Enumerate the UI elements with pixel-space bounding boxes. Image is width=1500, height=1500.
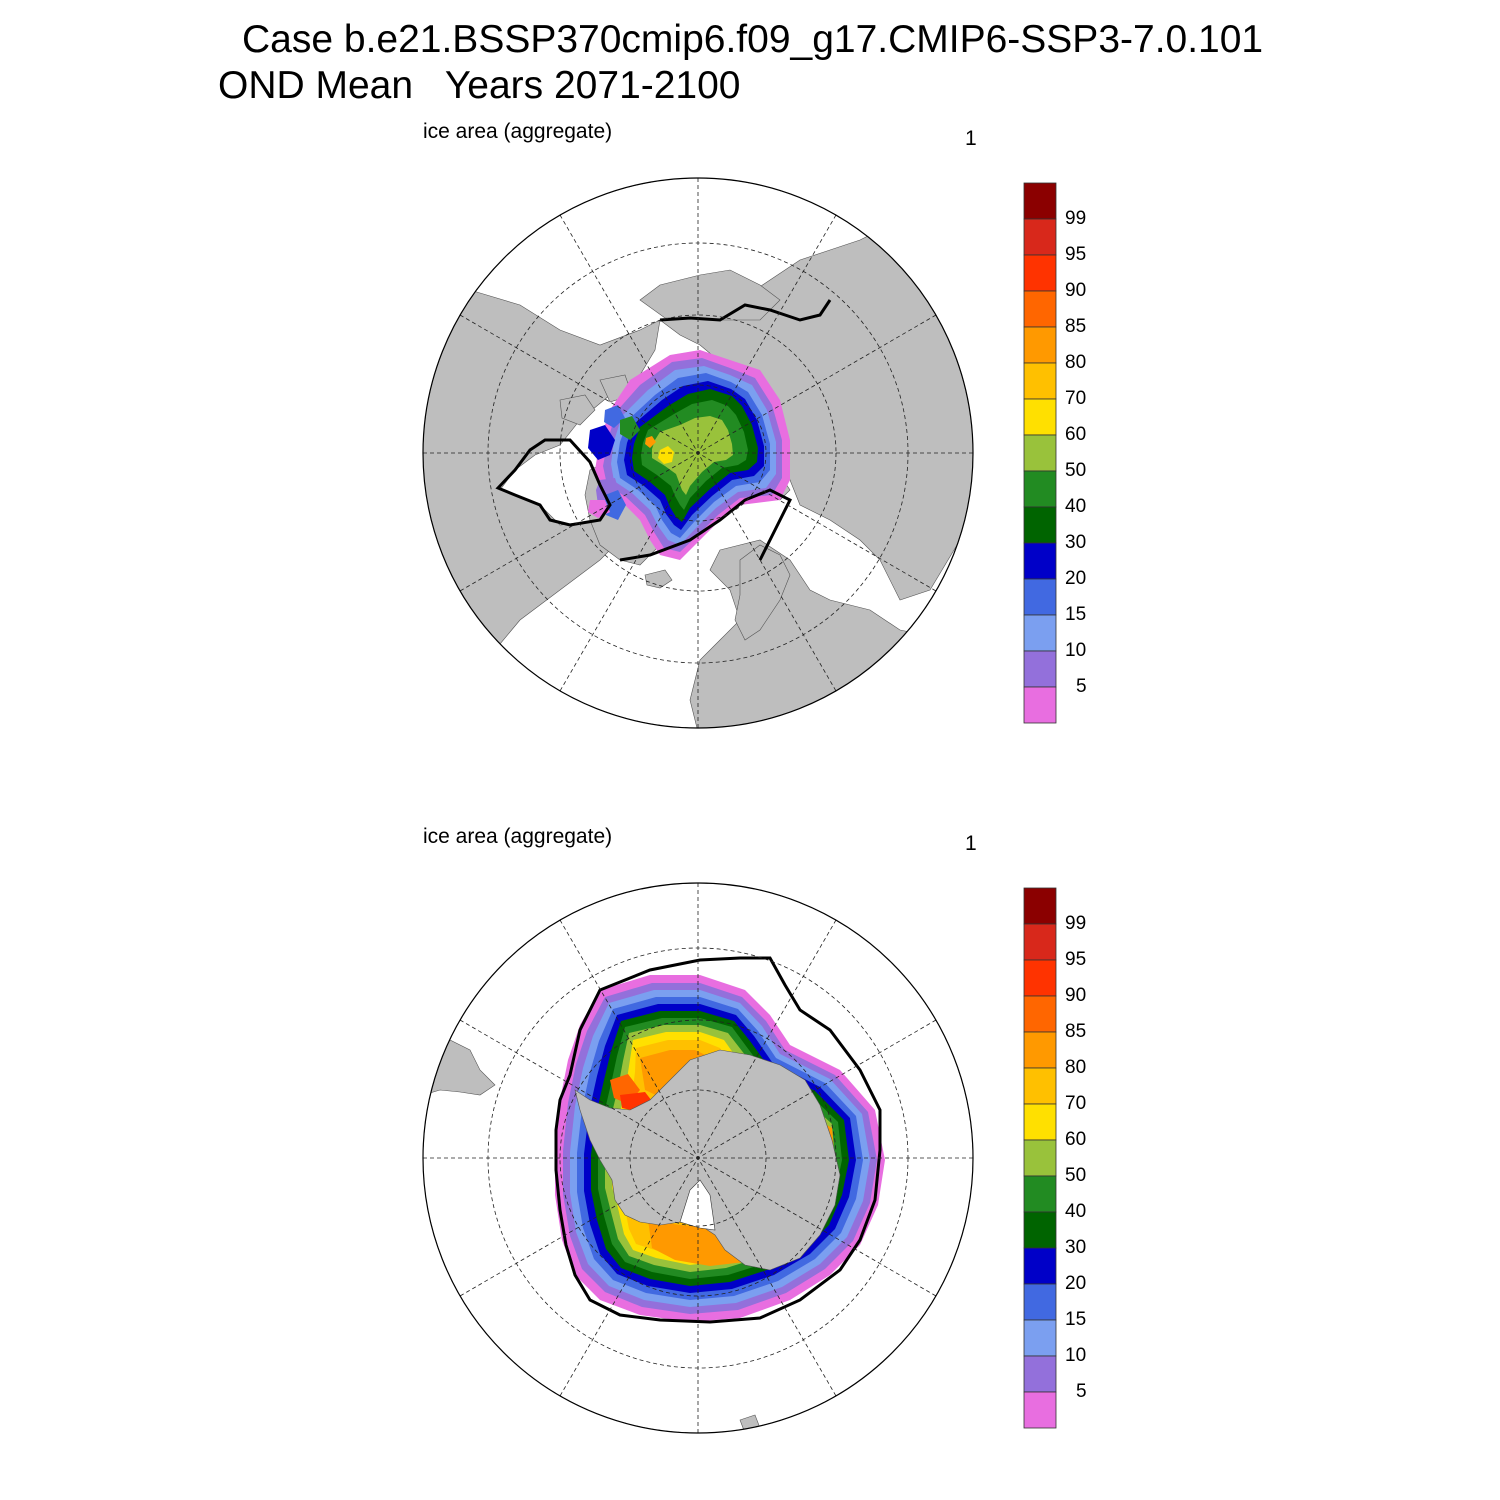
sh-colorbar-box <box>1023 1319 1057 1357</box>
nh-colorbar-box <box>1023 362 1057 400</box>
nh-colorbar-box <box>1023 218 1057 256</box>
nh-colorbar-box <box>1023 398 1057 436</box>
sh-land <box>423 1039 841 1433</box>
nh-colorbar-tick-label: 10 <box>1065 640 1087 661</box>
sh-colorbar-box <box>1023 995 1057 1033</box>
sh-map-border <box>422 882 974 1434</box>
nh-colorbar-tick-label: 95 <box>1065 244 1087 265</box>
sh-colorbar-box <box>1023 1247 1057 1285</box>
nh-colorbar-tick-label: 40 <box>1065 496 1087 517</box>
nh-colorbar-tick-label: 5 <box>1076 676 1087 697</box>
nh-colorbar-tick-label: 15 <box>1065 604 1087 625</box>
sh-colorbar-tick-label: 80 <box>1065 1057 1087 1078</box>
sh-right-label: 1 <box>965 832 977 855</box>
figure-title-line1: Case b.e21.BSSP370cmip6.f09_g17.CMIP6-SS… <box>242 18 1264 61</box>
sh-colorbar-tick-label: 99 <box>1065 913 1087 934</box>
nh-colorbar-box <box>1023 578 1057 616</box>
nh-colorbar-box <box>1023 326 1057 364</box>
nh-obs-edge-pacific <box>659 299 832 322</box>
sh-left-label: ice area (aggregate) <box>423 825 613 848</box>
nh-graticule <box>423 178 973 728</box>
nh-colorbar-box <box>1023 254 1057 292</box>
sh-colorbar-tick-label: 95 <box>1065 949 1087 970</box>
nh-polar-map <box>422 177 974 729</box>
sh-colorbar-tick-label: 50 <box>1065 1165 1087 1186</box>
nh-colorbar-box <box>1023 290 1057 328</box>
sh-colorbar-box <box>1023 1391 1057 1429</box>
nh-colorbar-box <box>1023 506 1057 544</box>
sh-colorbar-box <box>1023 1283 1057 1321</box>
nh-colorbar-box <box>1023 686 1057 724</box>
sh-colorbar-box <box>1023 923 1057 961</box>
nh-left-label: ice area (aggregate) <box>423 120 613 143</box>
sh-polar-map <box>422 882 974 1434</box>
sh-colorbar-box <box>1023 1139 1057 1177</box>
sh-colorbar-tick-label: 60 <box>1065 1129 1087 1150</box>
nh-colorbar-tick-label: 20 <box>1065 568 1087 589</box>
sh-colorbar-tick-label: 90 <box>1065 985 1087 1006</box>
nh-colorbar-box <box>1023 542 1057 580</box>
nh-colorbar-tick-label: 70 <box>1065 388 1087 409</box>
sh-colorbar-tick-label: 85 <box>1065 1021 1087 1042</box>
nh-colorbar-tick-label: 85 <box>1065 316 1087 337</box>
nh-colorbar-tick-label: 90 <box>1065 280 1087 301</box>
sh-colorbar-tick-label: 40 <box>1065 1201 1087 1222</box>
sh-colorbar-tick-label: 15 <box>1065 1309 1087 1330</box>
sh-colorbar-box <box>1023 1103 1057 1141</box>
sh-colorbar-box <box>1023 1355 1057 1393</box>
sh-colorbar-tick-label: 30 <box>1065 1237 1087 1258</box>
nh-colorbar-box <box>1023 182 1057 220</box>
nh-right-label: 1 <box>965 127 977 150</box>
nh-colorbar-box <box>1023 470 1057 508</box>
nh-land <box>423 229 973 728</box>
nh-colorbar-box <box>1023 434 1057 472</box>
sh-obs-edge <box>554 956 882 1324</box>
sh-colorbar-tick-label: 10 <box>1065 1345 1087 1366</box>
nh-colorbar <box>1023 182 1057 724</box>
nh-map-border <box>422 177 974 729</box>
nh-colorbar-tick-label: 30 <box>1065 532 1087 553</box>
nh-obs-edge-canada <box>495 438 612 527</box>
nh-colorbar-tick-label: 50 <box>1065 460 1087 481</box>
sh-colorbar-box <box>1023 959 1057 997</box>
nh-colorbar-tick-label: 99 <box>1065 208 1087 229</box>
nh-colorbar-tick-label: 60 <box>1065 424 1087 445</box>
sh-graticule <box>423 883 973 1433</box>
nh-colorbar-box <box>1023 650 1057 688</box>
sh-colorbar-box <box>1023 1211 1057 1249</box>
sh-colorbar-box <box>1023 1031 1057 1069</box>
nh-colorbar-box <box>1023 614 1057 652</box>
figure-title-line2: OND Mean Years 2071-2100 <box>218 64 741 107</box>
nh-obs-edge-atlantic <box>619 488 793 562</box>
sh-colorbar-box <box>1023 1067 1057 1105</box>
nh-colorbar-tick-label: 80 <box>1065 352 1087 373</box>
sh-colorbar <box>1023 887 1057 1429</box>
sh-colorbar-box <box>1023 1175 1057 1213</box>
sh-colorbar-box <box>1023 887 1057 925</box>
sh-colorbar-tick-label: 5 <box>1076 1381 1087 1402</box>
sh-colorbar-tick-label: 20 <box>1065 1273 1087 1294</box>
sh-colorbar-tick-label: 70 <box>1065 1093 1087 1114</box>
